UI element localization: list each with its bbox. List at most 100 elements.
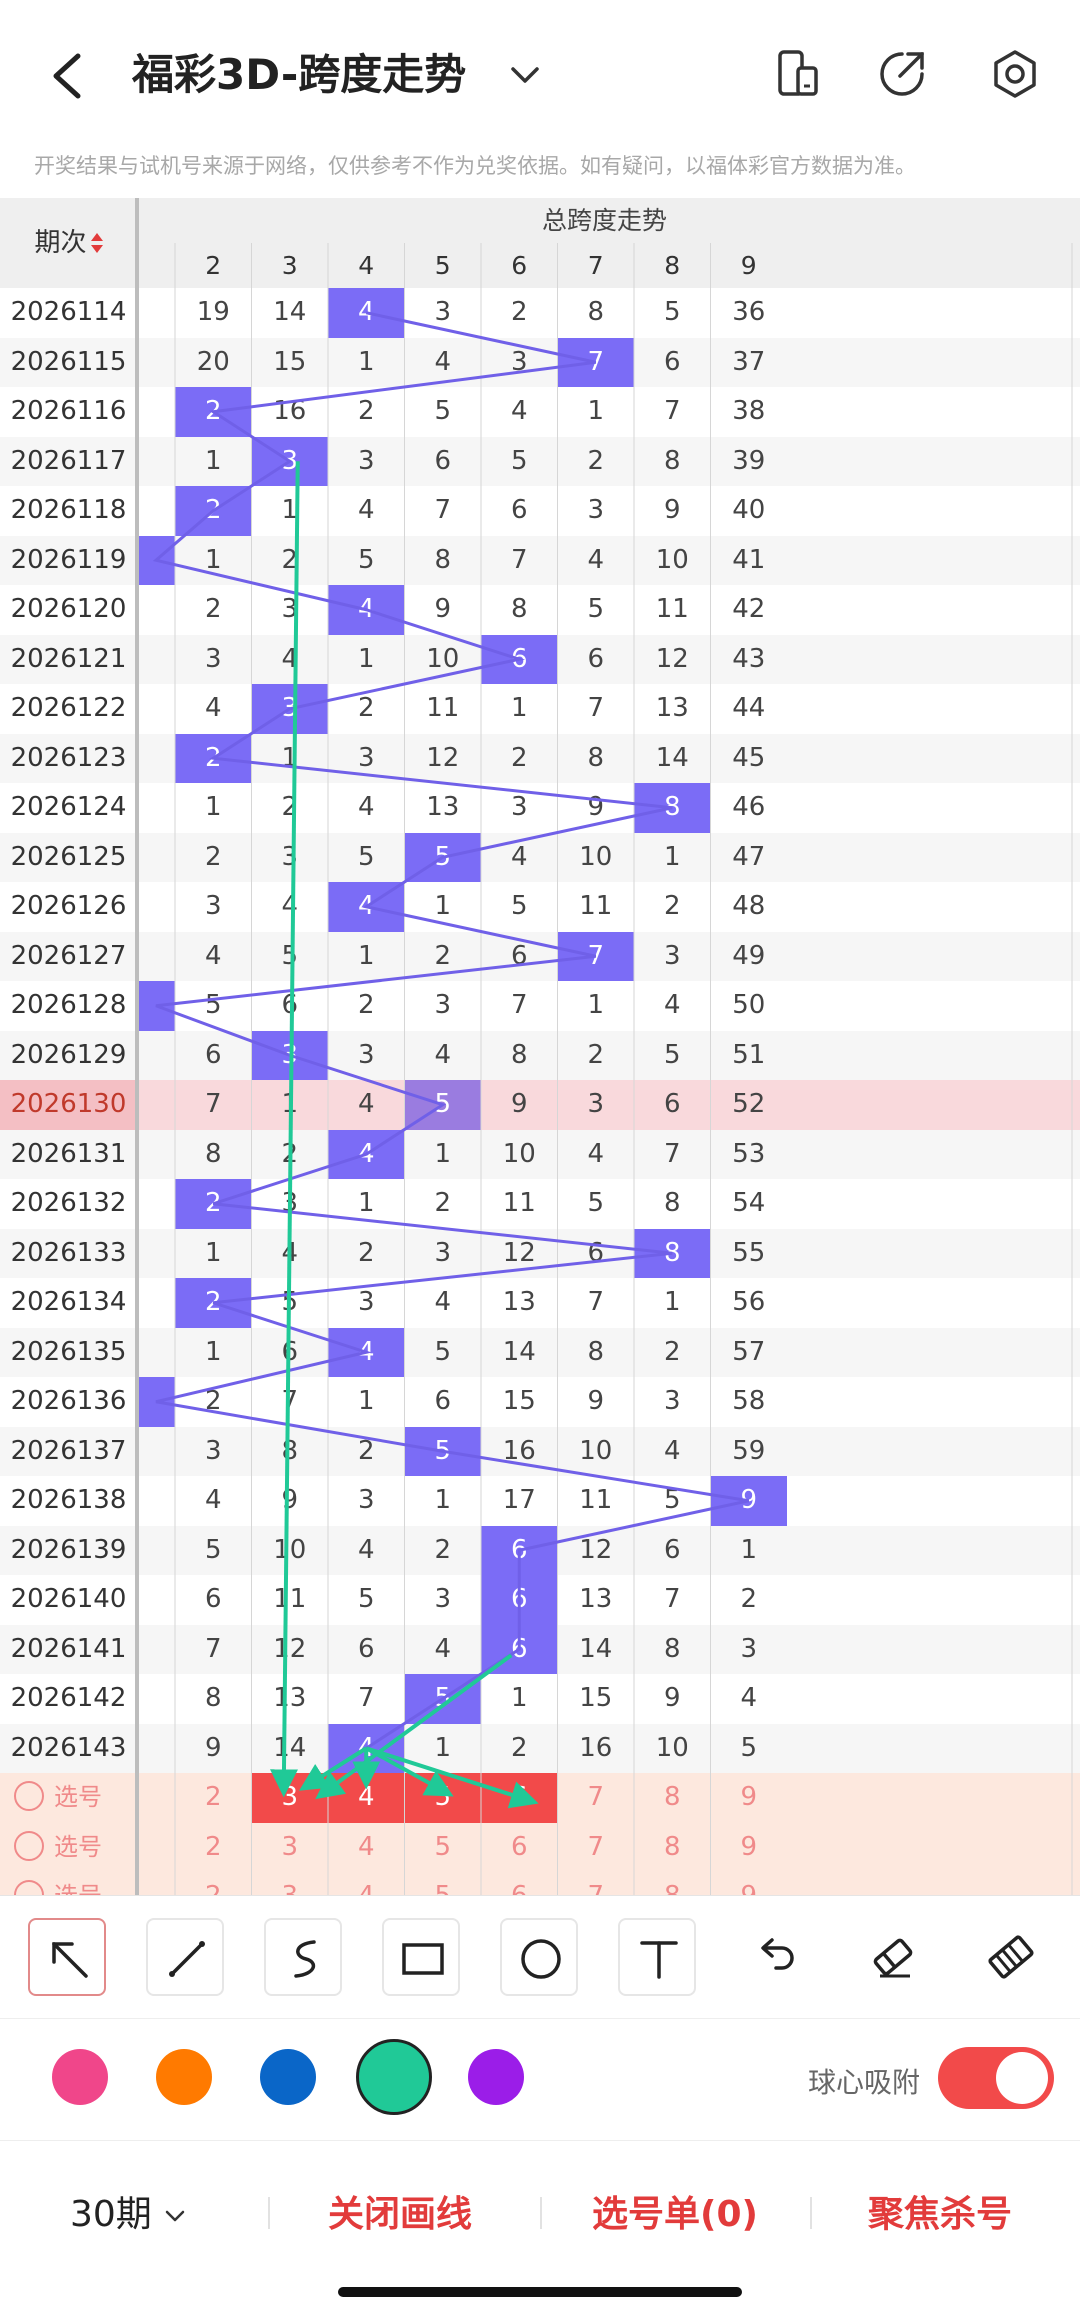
trend-cell[interactable]: 8 xyxy=(510,1039,528,1070)
trend-cell[interactable]: 8 xyxy=(663,445,681,476)
hit-cell[interactable]: 7 xyxy=(557,337,634,387)
trend-cell[interactable]: 3 xyxy=(434,297,452,327)
trend-cell[interactable]: 8 xyxy=(510,594,528,624)
trend-cell[interactable]: 51 xyxy=(732,1039,766,1070)
pick-cell[interactable]: 9 xyxy=(711,1872,788,1895)
hit-cell[interactable]: 5 xyxy=(404,1426,481,1476)
trend-cell[interactable]: 1 xyxy=(587,990,605,1020)
trend-cell[interactable]: 5 xyxy=(740,1732,758,1763)
trend-cell[interactable]: 44 xyxy=(732,693,766,723)
trend-cell[interactable]: 11 xyxy=(426,693,460,723)
trend-cell[interactable]: 3 xyxy=(434,990,452,1020)
trend-cell[interactable]: 52 xyxy=(732,1089,766,1119)
title-dropdown-chevron-icon[interactable] xyxy=(505,55,545,95)
trend-cell[interactable]: 50 xyxy=(732,990,766,1020)
hit-cell[interactable]: 2 xyxy=(175,733,252,783)
trend-cell[interactable]: 10 xyxy=(579,841,613,872)
trend-cell[interactable]: 11 xyxy=(273,1584,307,1614)
pick-checkbox-icon[interactable] xyxy=(14,1880,44,1895)
trend-cell[interactable]: 1 xyxy=(740,1534,758,1565)
trend-cell[interactable]: 5 xyxy=(281,940,299,971)
trend-cell[interactable]: 5 xyxy=(357,1584,375,1614)
trend-cell[interactable]: 2 xyxy=(434,1534,452,1565)
trend-cell[interactable]: 13 xyxy=(502,1287,536,1317)
color-swatch[interactable] xyxy=(468,2049,524,2105)
trend-cell[interactable]: 6 xyxy=(281,1336,299,1367)
trend-cell[interactable]: 2 xyxy=(587,1039,605,1070)
trend-cell[interactable]: 6 xyxy=(357,1633,375,1664)
trend-cell[interactable]: 3 xyxy=(281,841,299,872)
arrow-tool-button[interactable] xyxy=(28,1918,106,1996)
trend-cell[interactable]: 48 xyxy=(732,891,766,921)
trend-cell[interactable]: 5 xyxy=(357,544,375,575)
trend-cell[interactable]: 1 xyxy=(510,693,528,723)
trend-cell[interactable]: 5 xyxy=(663,1039,681,1070)
trend-cell[interactable]: 8 xyxy=(587,742,605,773)
trend-cell[interactable]: 1 xyxy=(357,940,375,971)
trend-cell[interactable]: 2 xyxy=(281,544,299,575)
trend-cell[interactable]: 3 xyxy=(357,742,375,773)
back-button[interactable] xyxy=(40,40,100,110)
trend-cell[interactable]: 10 xyxy=(655,1732,689,1763)
pick-cell-selected[interactable]: 3 xyxy=(251,1773,328,1823)
trend-cell[interactable]: 4 xyxy=(357,495,375,525)
hit-cell[interactable]: 4 xyxy=(328,1723,405,1773)
trend-cell[interactable]: 2 xyxy=(663,1336,681,1367)
trend-cell[interactable]: 4 xyxy=(434,1633,452,1664)
trend-cell[interactable]: 2 xyxy=(587,445,605,476)
trend-cell[interactable]: 14 xyxy=(273,297,307,327)
trend-cell[interactable]: 2 xyxy=(663,891,681,921)
pick-cell-selected[interactable]: 5 xyxy=(404,1773,481,1823)
trend-cell[interactable]: 9 xyxy=(510,1089,528,1119)
trend-cell[interactable]: 7 xyxy=(510,990,528,1020)
trend-cell[interactable]: 4 xyxy=(204,1485,222,1515)
trend-cell[interactable]: 1 xyxy=(510,1683,528,1713)
pick-cell[interactable]: 5 xyxy=(405,1872,482,1895)
trend-cell[interactable]: 4 xyxy=(663,1435,681,1466)
hit-cell[interactable]: 4 xyxy=(328,585,405,635)
trend-cell[interactable]: 15 xyxy=(502,1386,536,1416)
trend-cell[interactable]: 10 xyxy=(426,643,460,674)
trend-cell[interactable]: 3 xyxy=(357,445,375,476)
circle-tool-button[interactable] xyxy=(500,1918,578,1996)
trend-cell[interactable]: 57 xyxy=(732,1336,766,1367)
trend-cell[interactable]: 1 xyxy=(357,346,375,377)
trend-cell[interactable]: 9 xyxy=(587,792,605,822)
color-swatch[interactable] xyxy=(156,2049,212,2105)
trend-cell[interactable]: 3 xyxy=(204,1435,222,1466)
hit-cell[interactable]: 7 xyxy=(557,931,634,981)
trend-cell[interactable]: 6 xyxy=(281,990,299,1020)
hit-cell[interactable]: 8 xyxy=(634,783,711,833)
trend-cell[interactable]: 3 xyxy=(510,346,528,377)
trend-cell[interactable]: 2 xyxy=(434,940,452,971)
trend-cell[interactable]: 12 xyxy=(655,643,689,674)
period-count-selector[interactable]: 30期 xyxy=(70,2185,186,2237)
trend-cell[interactable]: 12 xyxy=(273,1633,307,1664)
trend-cell[interactable]: 7 xyxy=(281,1386,299,1416)
trend-cell[interactable]: 2 xyxy=(281,792,299,822)
trend-cell[interactable]: 3 xyxy=(587,1089,605,1119)
pick-checkbox-icon[interactable] xyxy=(14,1830,44,1861)
trend-cell[interactable]: 6 xyxy=(663,346,681,377)
text-tool-button[interactable] xyxy=(618,1918,696,1996)
undo-button[interactable] xyxy=(736,1918,814,1996)
trend-cell[interactable]: 9 xyxy=(587,1386,605,1416)
trend-cell[interactable]: 10 xyxy=(579,1435,613,1466)
trend-cell[interactable]: 9 xyxy=(281,1485,299,1515)
trend-cell[interactable]: 36 xyxy=(732,297,766,327)
trend-cell[interactable]: 6 xyxy=(434,445,452,476)
trend-cell[interactable]: 5 xyxy=(281,1287,299,1317)
trend-cell[interactable]: 3 xyxy=(663,940,681,971)
hit-cell[interactable]: 6 xyxy=(481,1624,558,1674)
trend-cell[interactable]: 15 xyxy=(273,346,307,377)
trend-cell[interactable]: 7 xyxy=(663,1138,681,1169)
pick-cell-selected[interactable]: 4 xyxy=(328,1773,405,1823)
trend-cell[interactable]: 6 xyxy=(510,495,528,525)
hit-cell[interactable]: 8 xyxy=(634,1228,711,1278)
trend-cell[interactable]: 5 xyxy=(357,841,375,872)
trend-cell[interactable]: 3 xyxy=(510,792,528,822)
trend-cell[interactable]: 5 xyxy=(587,1188,605,1218)
trend-cell[interactable]: 5 xyxy=(434,1336,452,1367)
pick-row-label[interactable]: 选号 xyxy=(14,1773,102,1823)
trend-cell[interactable]: 1 xyxy=(281,1089,299,1119)
